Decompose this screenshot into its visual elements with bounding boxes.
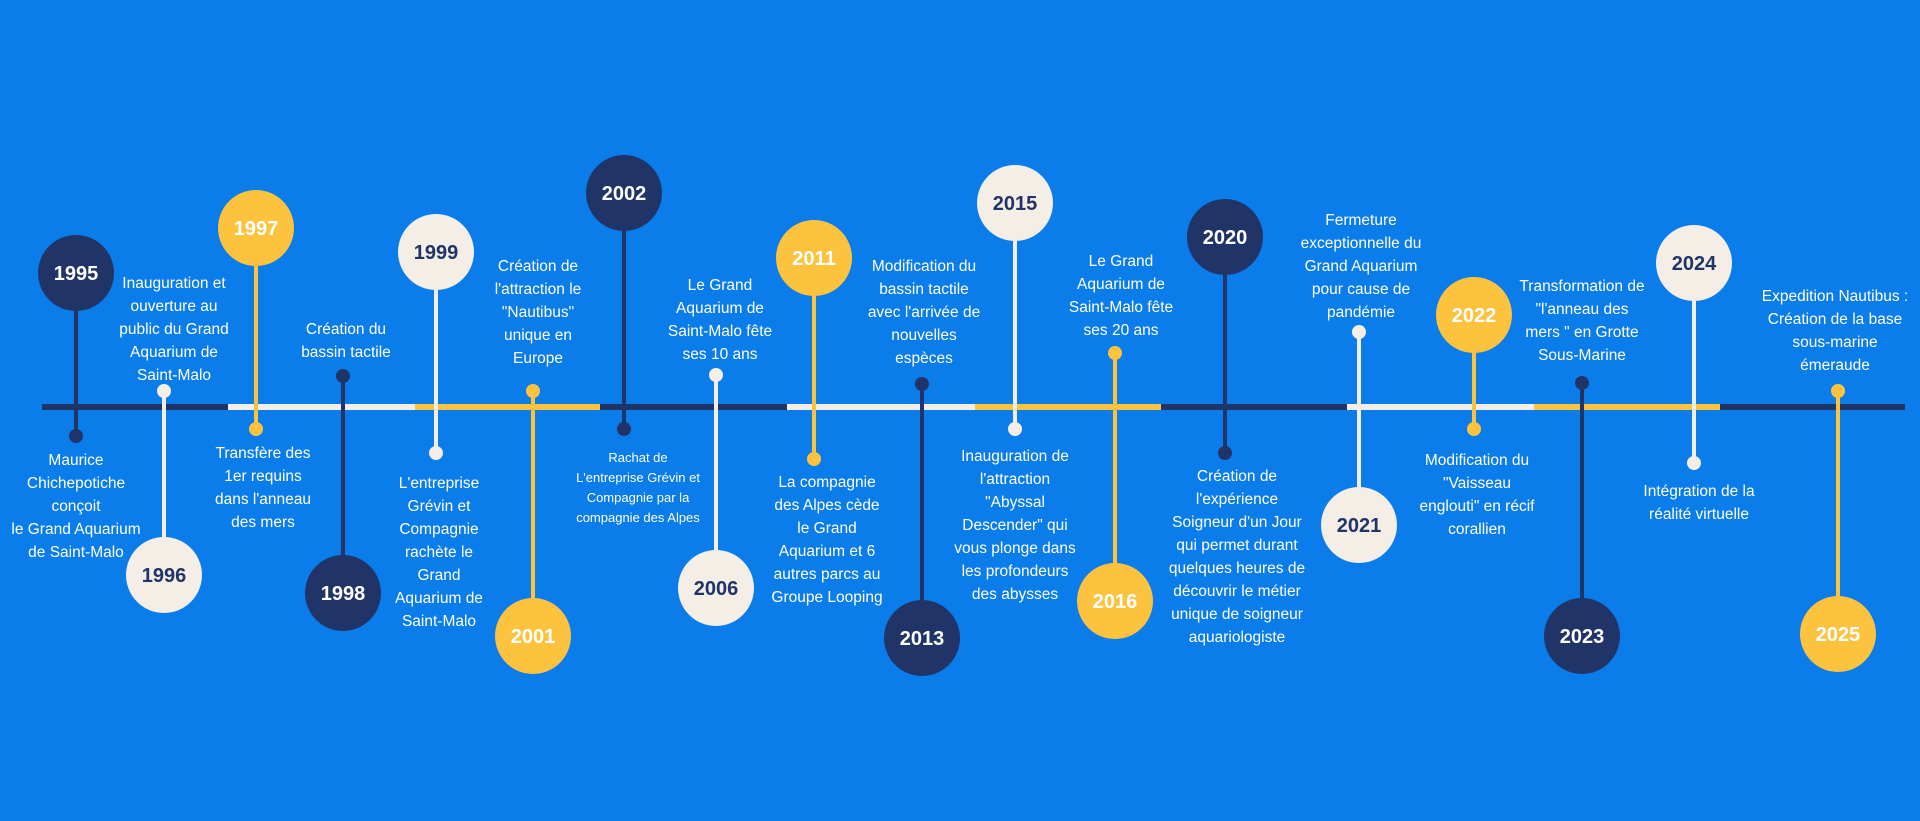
year-label: 2021: [1337, 515, 1382, 537]
event-dot: [1467, 422, 1481, 436]
year-badge: [495, 598, 571, 674]
year-label: 2024: [1672, 253, 1717, 275]
year-label: 2025: [1816, 624, 1861, 646]
event-2002: 2002: [586, 155, 662, 436]
year-badge: [1321, 487, 1397, 563]
event-1997: 1997: [218, 190, 294, 436]
year-label: 1999: [414, 242, 459, 264]
event-description: Création de l'expérience Soigneur d'un J…: [1168, 468, 1306, 646]
event-dot: [69, 429, 83, 443]
year-badge: [678, 550, 754, 626]
event-dot: [915, 377, 929, 391]
year-badge: [1800, 596, 1876, 672]
year-badge: [1077, 563, 1153, 639]
event-description: Création du bassin tactile: [301, 321, 391, 361]
event-dot: [1218, 446, 1232, 460]
event-description: Modification du "Vaisseau englouti" en r…: [1419, 452, 1535, 538]
year-badge: [218, 190, 294, 266]
year-label: 2013: [900, 628, 945, 650]
year-badge: [884, 600, 960, 676]
year-label: 2011: [792, 248, 835, 270]
year-badge: [776, 220, 852, 296]
year-label: 2020: [1203, 227, 1248, 249]
event-dot: [526, 384, 540, 398]
event-2022: 2022: [1436, 277, 1512, 436]
event-description: Maurice Chichepotiche conçoit le Grand A…: [11, 452, 141, 561]
event-description: Le Grand Aquarium de Saint-Malo fête ses…: [667, 277, 773, 363]
event-description: Intégration de la réalité virtuelle: [1643, 483, 1755, 523]
year-label: 1997: [234, 218, 279, 240]
event-description: Expedition Nautibus : Création de la bas…: [1761, 288, 1909, 374]
event-1999: 1999: [398, 214, 474, 460]
year-label: 2006: [694, 578, 739, 600]
event-dot: [249, 422, 263, 436]
event-dot: [1575, 376, 1589, 390]
event-dot: [807, 452, 821, 466]
year-badge: [398, 214, 474, 290]
year-badge: [1187, 199, 1263, 275]
event-2023: 2023: [1544, 376, 1620, 674]
event-description: Modification du bassin tactile avec l'ar…: [867, 258, 981, 367]
event-description: Fermeture exceptionnelle du Grand Aquari…: [1300, 212, 1422, 321]
year-badge: [586, 155, 662, 231]
event-2025: 2025: [1800, 384, 1876, 672]
event-dot: [1008, 422, 1022, 436]
event-dot: [1831, 384, 1845, 398]
year-label: 2001: [511, 626, 556, 648]
event-1998: 1998: [305, 369, 381, 631]
event-dot: [1687, 456, 1701, 470]
year-label: 2023: [1560, 626, 1605, 648]
event-description: Inauguration et ouverture au public du G…: [119, 275, 229, 384]
event-2011: 2011: [776, 220, 852, 466]
year-badge: [126, 537, 202, 613]
year-badge: [1656, 225, 1732, 301]
event-dot: [429, 446, 443, 460]
event-dot: [1108, 346, 1122, 360]
year-label: 1996: [142, 565, 187, 587]
year-label: 2022: [1452, 305, 1497, 327]
event-2020: 2020: [1187, 199, 1263, 460]
year-badge: [38, 235, 114, 311]
event-2016: 2016: [1077, 346, 1153, 639]
event-1996: 1996: [126, 384, 202, 613]
event-2013: 2013: [884, 377, 960, 676]
event-2024: 2024: [1656, 225, 1732, 470]
event-dot: [1352, 325, 1366, 339]
event-description: L'entreprise Grévin et Compagnie rachète…: [395, 475, 483, 630]
event-dot: [617, 422, 631, 436]
year-label: 1998: [321, 583, 366, 605]
event-1995: 1995: [38, 235, 114, 443]
year-badge: [977, 165, 1053, 241]
year-label: 1995: [54, 263, 99, 285]
event-description: Le Grand Aquarium de Saint-Malo fête ses…: [1068, 253, 1174, 339]
event-dot: [336, 369, 350, 383]
event-description: Transfère des 1er requins dans l'anneau …: [214, 445, 312, 531]
event-description: La compagnie des Alpes cède le Grand Aqu…: [771, 474, 883, 606]
year-label: 2015: [993, 193, 1038, 215]
event-description: Transformation de "l'anneau des mers " e…: [1519, 278, 1645, 364]
year-badge: [305, 555, 381, 631]
year-badge: [1544, 598, 1620, 674]
event-2006: 2006: [678, 368, 754, 626]
year-badge: [1436, 277, 1512, 353]
event-2015: 2015: [977, 165, 1053, 436]
event-description: Inauguration de l'attraction "Abyssal De…: [954, 448, 1076, 603]
year-label: 2016: [1093, 591, 1138, 613]
event-description: Rachat de L'entreprise Grévin et Compagn…: [576, 450, 700, 525]
year-label: 2002: [602, 183, 647, 205]
event-dot: [709, 368, 723, 382]
event-description: Création de l'attraction le "Nautibus" u…: [494, 258, 582, 367]
event-2001: 2001: [495, 384, 571, 674]
event-2021: 2021: [1321, 325, 1397, 563]
event-dot: [157, 384, 171, 398]
